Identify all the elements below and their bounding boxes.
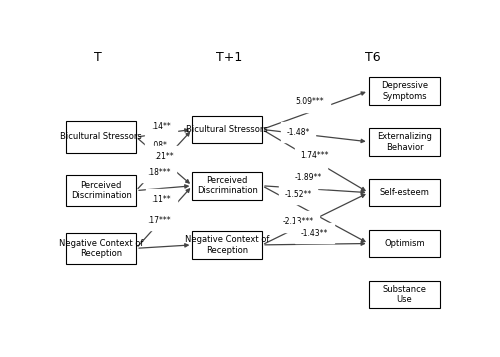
Text: Perceived
Discrimination: Perceived Discrimination: [71, 181, 132, 200]
Text: .18***: .18***: [147, 167, 171, 177]
Text: T: T: [94, 51, 101, 64]
Text: -1.43**: -1.43**: [300, 228, 328, 237]
Text: -1.48*: -1.48*: [286, 128, 310, 137]
FancyBboxPatch shape: [368, 281, 440, 308]
Text: Bicultural Stressors: Bicultural Stressors: [60, 132, 142, 141]
Text: T+1: T+1: [216, 51, 242, 64]
Text: .14**: .14**: [152, 122, 171, 131]
Text: 5.09***: 5.09***: [296, 97, 324, 106]
FancyBboxPatch shape: [66, 232, 136, 264]
Text: -1.89**: -1.89**: [294, 173, 322, 182]
Text: Self-esteem: Self-esteem: [380, 188, 430, 197]
Text: Substance
Use: Substance Use: [382, 285, 426, 304]
FancyBboxPatch shape: [368, 128, 440, 156]
Text: Optimism: Optimism: [384, 239, 425, 248]
FancyBboxPatch shape: [192, 172, 262, 200]
Text: 1.74***: 1.74***: [300, 151, 328, 160]
Text: -1.52**: -1.52**: [284, 190, 312, 198]
Text: .21**: .21**: [154, 152, 174, 161]
Text: Bicultural Stressors: Bicultural Stressors: [186, 125, 268, 134]
FancyBboxPatch shape: [192, 231, 262, 258]
FancyBboxPatch shape: [368, 179, 440, 206]
Text: Negative Context of
Reception: Negative Context of Reception: [185, 235, 270, 255]
Text: Externalizing
Behavior: Externalizing Behavior: [377, 132, 432, 151]
FancyBboxPatch shape: [66, 175, 136, 206]
FancyBboxPatch shape: [192, 116, 262, 143]
Text: Negative Context of
Reception: Negative Context of Reception: [59, 238, 144, 258]
Text: .11**: .11**: [152, 195, 171, 204]
Text: .08*: .08*: [150, 141, 166, 150]
FancyBboxPatch shape: [368, 77, 440, 105]
Text: Perceived
Discrimination: Perceived Discrimination: [197, 176, 258, 196]
Text: -2.13***: -2.13***: [282, 217, 314, 226]
Text: .17***: .17***: [147, 216, 171, 225]
FancyBboxPatch shape: [368, 230, 440, 257]
FancyBboxPatch shape: [66, 121, 136, 153]
Text: Depressive
Symptoms: Depressive Symptoms: [381, 81, 428, 101]
Text: T6: T6: [364, 51, 380, 64]
